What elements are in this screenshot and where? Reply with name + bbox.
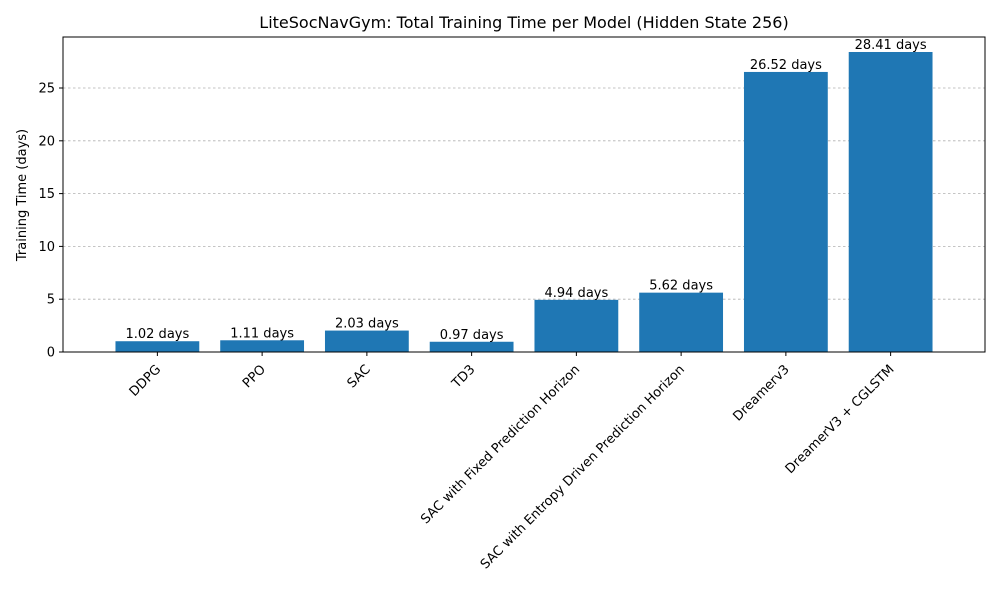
bar-value-labels: 1.02 days 1.11 days 2.03 days 0.97 days 4.94… xyxy=(125,38,926,343)
bar xyxy=(115,341,200,352)
y-tick-label: 25 xyxy=(38,82,55,97)
y-gridlines xyxy=(63,87,985,300)
y-tick-label: 5 xyxy=(47,293,55,308)
x-tick-label: SAC xyxy=(345,362,374,391)
bar xyxy=(220,340,305,352)
x-tick-label: PPO xyxy=(240,362,269,391)
bar xyxy=(848,51,933,353)
y-tick-label: 0 xyxy=(47,346,55,361)
bar-value-label: 26.52 days xyxy=(750,58,822,73)
bar xyxy=(429,341,514,352)
bar-value-label: 28.41 days xyxy=(855,38,927,53)
y-tick-label: 20 xyxy=(38,134,55,149)
bar-value-label: 1.11 days xyxy=(230,326,294,341)
bar-value-label: 0.97 days xyxy=(440,328,504,343)
bar-value-label: 5.62 days xyxy=(649,279,713,294)
x-tick-label: DDPG xyxy=(127,362,164,399)
x-tick-label: DreamerV3 + CGLSTM xyxy=(783,362,898,477)
bar xyxy=(324,330,409,352)
bar-value-label: 4.94 days xyxy=(544,286,608,301)
bar xyxy=(743,71,828,352)
bar xyxy=(534,299,619,352)
plot-frame xyxy=(62,36,986,353)
bar-value-label: 1.02 days xyxy=(125,327,189,342)
x-tick-label: Dreamerv3 xyxy=(730,362,792,424)
chart-title: LiteSocNavGym: Total Training Time per M… xyxy=(259,13,788,32)
y-axis-label: Training Time (days) xyxy=(15,129,30,262)
bar xyxy=(639,292,724,352)
x-tick-label: TD3 xyxy=(449,362,479,392)
bar-value-label: 2.03 days xyxy=(335,317,399,332)
x-tick-label: SAC with Fixed Prediction Horizon xyxy=(418,362,583,527)
y-tick-label: 10 xyxy=(38,240,55,255)
x-tick-label: SAC with Entropy Driven Prediction Horiz… xyxy=(478,362,688,572)
y-axis-ticks: 0 5 10 15 20 25 xyxy=(38,82,63,361)
y-tick-label: 15 xyxy=(38,187,55,202)
bars xyxy=(115,51,933,353)
